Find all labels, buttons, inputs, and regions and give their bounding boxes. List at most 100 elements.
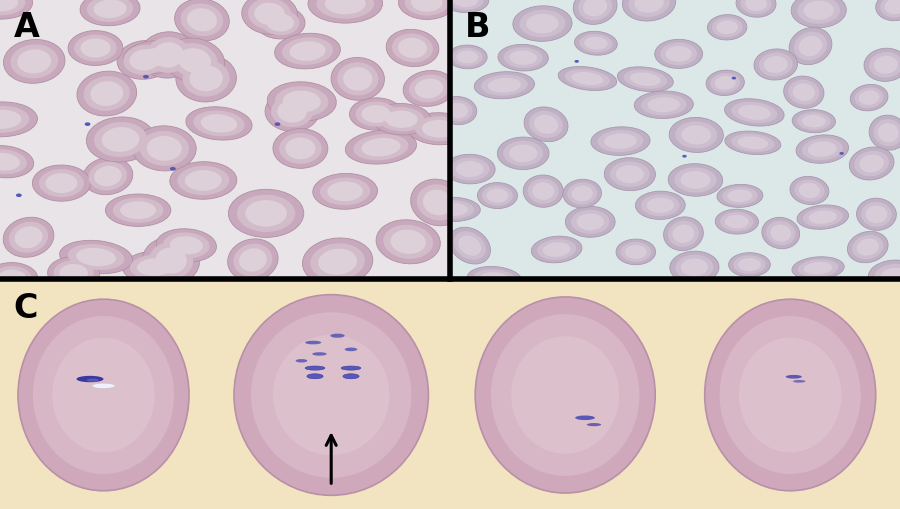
Ellipse shape — [170, 162, 237, 199]
Ellipse shape — [4, 40, 65, 83]
Ellipse shape — [143, 75, 148, 78]
Ellipse shape — [234, 295, 428, 495]
Ellipse shape — [630, 72, 661, 86]
Ellipse shape — [784, 76, 824, 108]
Ellipse shape — [117, 40, 173, 79]
Ellipse shape — [486, 188, 508, 203]
Ellipse shape — [792, 109, 835, 133]
Ellipse shape — [83, 157, 133, 194]
Ellipse shape — [532, 182, 554, 200]
Ellipse shape — [523, 175, 563, 207]
Ellipse shape — [437, 203, 468, 216]
Ellipse shape — [4, 217, 54, 257]
Ellipse shape — [584, 37, 608, 50]
Ellipse shape — [491, 314, 639, 476]
Ellipse shape — [681, 259, 708, 276]
Ellipse shape — [712, 17, 742, 37]
Ellipse shape — [391, 230, 426, 254]
Ellipse shape — [802, 138, 842, 160]
Ellipse shape — [92, 383, 115, 388]
Ellipse shape — [0, 266, 32, 290]
Ellipse shape — [727, 189, 752, 202]
Ellipse shape — [84, 76, 130, 111]
Ellipse shape — [178, 48, 211, 73]
Ellipse shape — [385, 110, 418, 128]
Ellipse shape — [190, 65, 223, 91]
Ellipse shape — [239, 248, 266, 271]
Ellipse shape — [647, 197, 674, 213]
Ellipse shape — [680, 171, 710, 189]
Ellipse shape — [481, 75, 527, 96]
Ellipse shape — [140, 131, 189, 166]
Ellipse shape — [18, 299, 189, 491]
Ellipse shape — [331, 58, 384, 100]
Ellipse shape — [349, 98, 402, 130]
Ellipse shape — [604, 133, 636, 149]
Ellipse shape — [580, 34, 613, 52]
Ellipse shape — [140, 32, 196, 78]
Ellipse shape — [163, 233, 210, 258]
Ellipse shape — [228, 239, 278, 281]
Ellipse shape — [850, 84, 888, 111]
Ellipse shape — [529, 111, 563, 138]
Ellipse shape — [251, 312, 411, 478]
Ellipse shape — [59, 240, 132, 274]
Ellipse shape — [0, 153, 20, 171]
Ellipse shape — [488, 78, 521, 93]
Ellipse shape — [295, 359, 308, 362]
Ellipse shape — [574, 60, 579, 63]
Ellipse shape — [346, 130, 417, 164]
Ellipse shape — [587, 423, 601, 426]
Ellipse shape — [797, 112, 831, 130]
Ellipse shape — [261, 10, 300, 35]
Ellipse shape — [864, 48, 900, 81]
Ellipse shape — [415, 78, 443, 98]
Ellipse shape — [307, 374, 323, 379]
Ellipse shape — [574, 31, 617, 55]
Ellipse shape — [447, 0, 483, 10]
Ellipse shape — [452, 48, 482, 66]
Ellipse shape — [152, 42, 184, 68]
Ellipse shape — [32, 165, 91, 201]
Ellipse shape — [869, 115, 900, 150]
Ellipse shape — [558, 67, 616, 91]
Ellipse shape — [328, 182, 363, 201]
Ellipse shape — [797, 0, 840, 24]
Ellipse shape — [147, 136, 182, 161]
Ellipse shape — [266, 92, 319, 131]
Ellipse shape — [123, 41, 189, 73]
Ellipse shape — [325, 0, 365, 14]
Ellipse shape — [408, 112, 471, 145]
Ellipse shape — [792, 257, 844, 279]
Ellipse shape — [138, 48, 175, 66]
Ellipse shape — [682, 155, 687, 158]
Ellipse shape — [622, 0, 676, 21]
Ellipse shape — [681, 125, 711, 145]
Ellipse shape — [442, 0, 489, 13]
Ellipse shape — [184, 170, 221, 191]
Ellipse shape — [571, 210, 609, 234]
Ellipse shape — [137, 258, 173, 276]
Ellipse shape — [271, 96, 313, 127]
Ellipse shape — [439, 97, 477, 125]
Ellipse shape — [319, 249, 357, 275]
Ellipse shape — [788, 80, 819, 105]
Ellipse shape — [738, 258, 760, 271]
Ellipse shape — [305, 341, 321, 345]
Ellipse shape — [790, 177, 829, 205]
Ellipse shape — [53, 260, 94, 286]
Ellipse shape — [498, 137, 549, 169]
Ellipse shape — [201, 114, 238, 132]
Ellipse shape — [0, 106, 30, 133]
Ellipse shape — [48, 257, 100, 289]
Ellipse shape — [511, 336, 619, 454]
Ellipse shape — [598, 130, 644, 152]
Ellipse shape — [875, 264, 900, 290]
Ellipse shape — [732, 77, 736, 79]
Ellipse shape — [256, 6, 305, 39]
Ellipse shape — [736, 0, 776, 17]
Ellipse shape — [724, 99, 784, 126]
Ellipse shape — [804, 262, 833, 274]
Ellipse shape — [130, 44, 182, 70]
Ellipse shape — [874, 55, 898, 74]
